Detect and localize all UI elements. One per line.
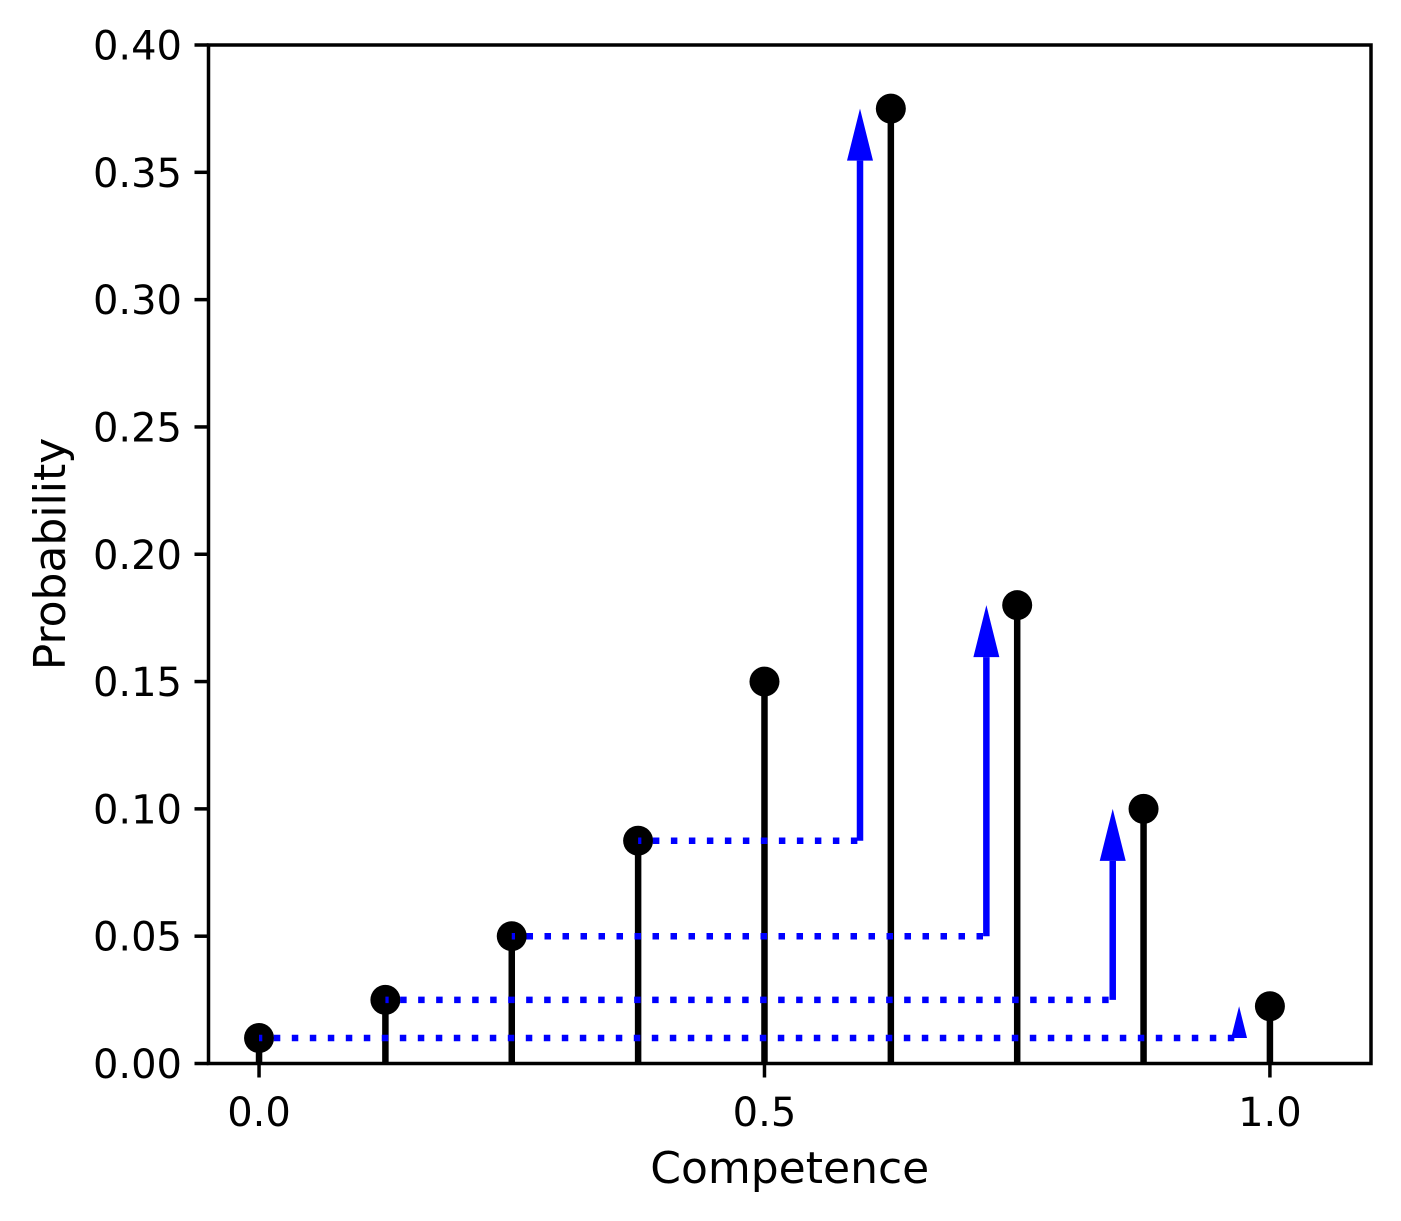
- y-tick-label: 0.20: [93, 533, 182, 579]
- transfer-arrow-head: [1099, 808, 1126, 861]
- stem-marker: [1254, 991, 1285, 1022]
- stem-marker: [749, 666, 780, 697]
- axes-spines: [206, 43, 1373, 1066]
- plot-area: 0.0 0.5 1.0 0.00 0.05 0.10 0.15 0.20 0.25 0.30 0.3…: [93, 24, 1373, 1136]
- x-ticks-group: 0.0 0.5 1.0: [227, 1063, 1302, 1136]
- y-tick-label: 0.05: [93, 915, 182, 961]
- y-tick-label: 0.25: [93, 405, 182, 451]
- x-axis-label: Competence: [650, 1143, 929, 1194]
- stem-marker: [875, 93, 906, 124]
- stem-marker: [1128, 793, 1159, 824]
- stem-marker: [1002, 590, 1033, 621]
- y-tick-label: 0.40: [93, 24, 182, 70]
- transfer-arrows-group: [259, 108, 1248, 1042]
- y-tick-label: 0.10: [93, 787, 182, 833]
- y-ticks-group: 0.00 0.05 0.10 0.15 0.20 0.25 0.30 0.35 0.40: [93, 24, 209, 1088]
- y-axis-label: Probability: [25, 438, 76, 671]
- x-tick-label: 1.0: [1238, 1090, 1302, 1136]
- transfer-arrow-head: [1231, 1006, 1248, 1039]
- y-tick-label: 0.00: [93, 1042, 182, 1088]
- x-tick-label: 0.5: [733, 1090, 797, 1136]
- transfer-arrow-head: [973, 605, 1000, 658]
- y-tick-label: 0.30: [93, 278, 182, 324]
- x-tick-label: 0.0: [227, 1090, 291, 1136]
- transfer-arrow-head: [847, 108, 874, 161]
- y-tick-label: 0.15: [93, 660, 182, 706]
- y-tick-label: 0.35: [93, 151, 182, 197]
- stems-group: [244, 93, 1285, 1064]
